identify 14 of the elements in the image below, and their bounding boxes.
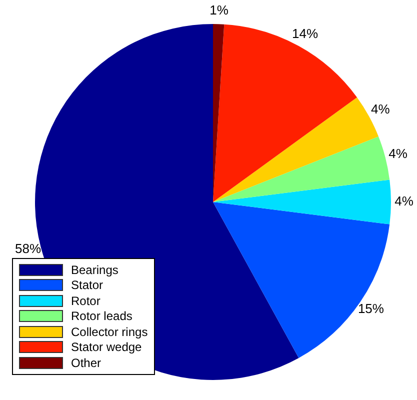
data-label: 4% xyxy=(370,102,390,117)
data-label: 14% xyxy=(292,26,318,42)
data-label: 4% xyxy=(394,194,414,209)
legend-label: Rotor leads xyxy=(71,309,132,324)
legend-label: Collector rings xyxy=(71,324,148,339)
data-label: 1% xyxy=(210,2,229,18)
data-label: 15% xyxy=(358,300,384,316)
legend-label: Stator wedge xyxy=(71,340,142,354)
data-label: 58% xyxy=(14,241,42,256)
legend-label: Rotor xyxy=(71,294,100,308)
data-label: 4% xyxy=(388,146,408,162)
legend-label: Other xyxy=(71,356,102,370)
legend-label: Bearings xyxy=(71,262,118,277)
legend-label: Stator xyxy=(71,278,104,292)
